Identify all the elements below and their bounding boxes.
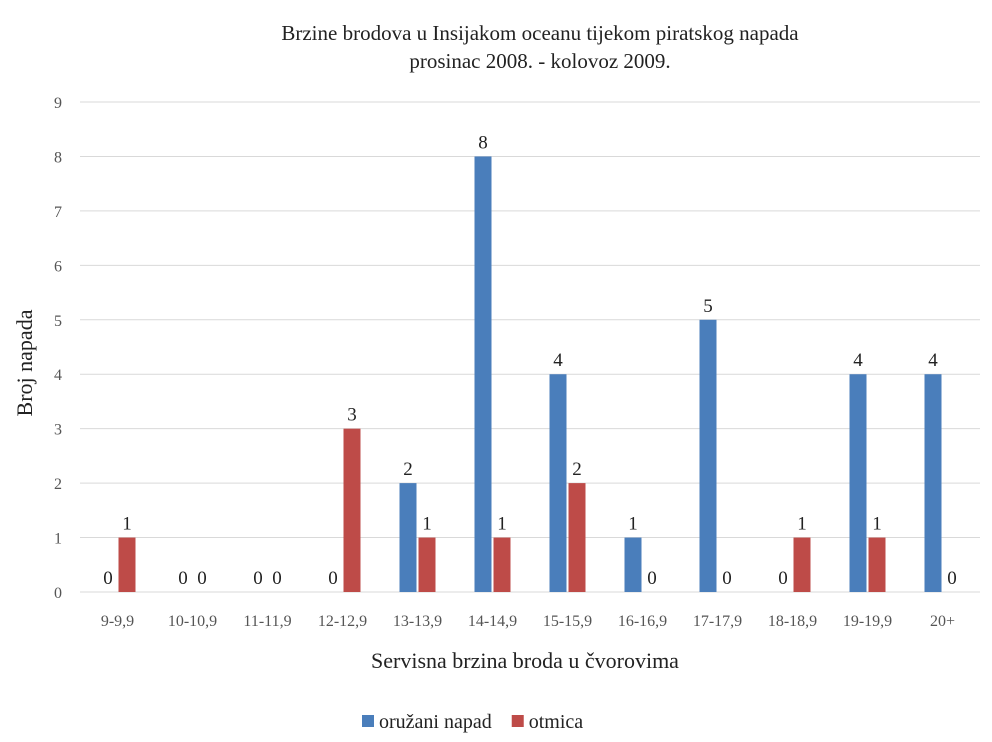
legend: oružani napad otmica [362, 711, 583, 733]
y-tick-label: 1 [54, 531, 62, 548]
legend-swatch [362, 715, 374, 727]
gridlines [80, 101, 980, 593]
x-tick-label: 13-13,9 [393, 613, 442, 630]
chart-subtitle: prosinac 2008. - kolovoz 2009. [409, 49, 670, 73]
data-label: 4 [853, 350, 863, 371]
chart-title: Brzine brodova u Insijakom oceanu tijeko… [281, 21, 799, 45]
bar [549, 374, 567, 592]
legend-label: otmica [529, 711, 584, 733]
bars [118, 156, 942, 592]
data-label: 0 [272, 568, 282, 589]
y-tick-label: 8 [54, 149, 62, 166]
bar [924, 374, 942, 592]
data-label: 0 [253, 568, 263, 589]
bar [849, 374, 867, 592]
bar [568, 483, 586, 592]
bar [418, 537, 436, 592]
y-tick-label: 0 [54, 585, 62, 602]
bar [399, 483, 417, 592]
data-label: 0 [103, 568, 113, 589]
x-axis-ticks: 9-9,9 10-10,9 11-11,9 12-12,9 13-13,9 14-14,9… [101, 613, 955, 630]
data-label: 1 [497, 514, 507, 535]
data-label: 0 [947, 568, 957, 589]
x-tick-label: 9-9,9 [101, 613, 134, 630]
data-label: 2 [403, 459, 413, 480]
data-label: 1 [422, 514, 432, 535]
x-axis-label: Servisna brzina broda u čvorovima [371, 648, 679, 673]
bar [793, 537, 811, 592]
data-label: 8 [478, 132, 488, 153]
y-axis-label: Broj napada [12, 309, 37, 416]
x-tick-label: 16-16,9 [618, 613, 667, 630]
x-tick-label: 20+ [930, 613, 955, 630]
data-label: 4 [928, 350, 938, 371]
y-tick-label: 6 [54, 258, 62, 275]
x-tick-label: 11-11,9 [243, 613, 291, 630]
data-label: 3 [347, 405, 357, 426]
x-tick-label: 15-15,9 [543, 613, 592, 630]
x-tick-label: 19-19,9 [843, 613, 892, 630]
bar [118, 537, 136, 592]
data-label: 2 [572, 459, 582, 480]
data-label: 1 [628, 514, 638, 535]
data-label: 1 [872, 514, 882, 535]
x-tick-label: 17-17,9 [693, 613, 742, 630]
data-label: 0 [647, 568, 657, 589]
data-label: 1 [797, 514, 807, 535]
bar [493, 537, 511, 592]
y-tick-label: 5 [54, 313, 62, 330]
data-label: 5 [703, 296, 713, 317]
bar [624, 537, 642, 592]
x-tick-label: 12-12,9 [318, 613, 367, 630]
y-tick-label: 7 [54, 204, 62, 221]
data-label: 0 [197, 568, 207, 589]
data-label: 0 [178, 568, 188, 589]
data-label: 0 [328, 568, 338, 589]
y-tick-label: 3 [54, 422, 62, 439]
y-axis-ticks: 0 1 2 3 4 5 6 7 8 9 [54, 95, 62, 602]
data-label: 4 [553, 350, 563, 371]
data-label: 1 [122, 514, 132, 535]
y-tick-label: 9 [54, 95, 62, 112]
x-tick-label: 10-10,9 [168, 613, 217, 630]
bar [699, 319, 717, 592]
data-label: 0 [778, 568, 788, 589]
y-tick-label: 4 [54, 367, 62, 384]
x-tick-label: 14-14,9 [468, 613, 517, 630]
data-label: 0 [722, 568, 732, 589]
bar [868, 537, 886, 592]
bar [343, 428, 361, 592]
bar [474, 156, 492, 592]
x-tick-label: 18-18,9 [768, 613, 817, 630]
y-tick-label: 2 [54, 476, 62, 493]
legend-label: oružani napad [379, 711, 492, 733]
legend-swatch [511, 715, 524, 727]
